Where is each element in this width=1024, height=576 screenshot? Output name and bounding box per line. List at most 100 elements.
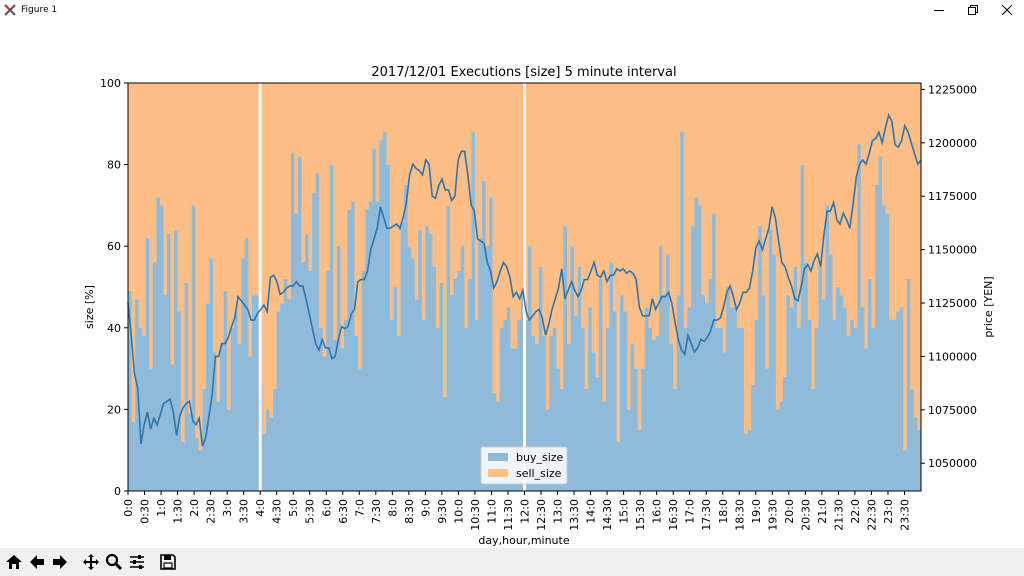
buy-size-bar: [786, 295, 791, 491]
x-tick-label: 9:0: [419, 499, 432, 517]
sell-size-bar: [566, 83, 571, 345]
buy-size-bar: [818, 266, 823, 491]
sell-size-bar: [637, 83, 642, 430]
sell-size-bar: [421, 83, 426, 320]
window-titlebar: Figure 1: [0, 0, 1024, 20]
legend-swatch: [488, 469, 508, 477]
sell-size-bar: [694, 83, 699, 198]
x-tick-label: 16:30: [667, 499, 680, 531]
sell-size-bar: [797, 83, 801, 328]
sell-size-bar: [782, 83, 787, 377]
close-button[interactable]: [990, 0, 1024, 20]
sell-size-bar: [181, 83, 185, 443]
sell-size-bar: [736, 83, 741, 328]
sell-size-bar: [676, 83, 681, 296]
forward-button[interactable]: [49, 550, 71, 574]
sell-size-bar: [871, 83, 876, 328]
x-tick-label: 5:0: [287, 499, 300, 517]
back-arrow-icon: [30, 555, 44, 569]
sell-size-bar: [726, 83, 731, 287]
sell-size-bar: [779, 83, 784, 402]
pan-button[interactable]: [80, 550, 102, 574]
sell-size-bar: [503, 83, 508, 320]
buy-size-bar: [605, 327, 610, 491]
sell-size-bar: [301, 83, 306, 263]
buy-size-bar: [666, 254, 670, 491]
buy-size-bar: [372, 148, 377, 491]
y-tick-label: 60: [107, 240, 121, 253]
buy-size-bar: [308, 270, 313, 491]
buy-size-bar: [807, 319, 812, 491]
x-tick-label: 5:30: [304, 499, 317, 524]
sell-size-bar: [630, 83, 635, 345]
buy-size-bar: [917, 429, 922, 491]
sell-size-bar: [159, 83, 164, 206]
buy-size-bar: [361, 270, 366, 491]
buy-size-bar: [609, 262, 614, 491]
sell-size-bar: [588, 83, 593, 308]
x-tick-label: 1:30: [172, 499, 185, 524]
buy-size-bar: [768, 229, 773, 491]
buy-size-bar: [853, 327, 858, 491]
y2-tick-label: 1175000: [928, 190, 977, 203]
x-tick-label: 3:30: [238, 499, 251, 524]
buy-size-bar: [262, 433, 267, 491]
sell-size-bar: [708, 83, 713, 279]
sell-size-bar: [198, 83, 203, 451]
configure-subplots-button[interactable]: [126, 550, 148, 574]
x-tick-label: 8:30: [403, 499, 416, 524]
x-tick-label: 0:30: [139, 499, 152, 524]
x-tick-label: 13:30: [568, 499, 581, 531]
save-button[interactable]: [157, 550, 179, 574]
buy-size-bar: [191, 205, 196, 491]
buy-size-bar: [174, 229, 178, 491]
sell-size-bar: [135, 83, 139, 300]
buy-size-bar: [644, 307, 649, 491]
buy-size-bar: [892, 319, 897, 491]
sell-size-bar: [627, 83, 632, 410]
buy-size-bar: [623, 311, 628, 491]
buy-size-bar: [683, 327, 688, 491]
x-tick-label: 18:0: [717, 499, 730, 524]
y2-tick-label: 1200000: [928, 137, 977, 150]
sell-size-bar: [329, 83, 334, 165]
figure-canvas[interactable]: 2017/12/01 Executions [size] 5 minute in…: [0, 20, 1024, 548]
buy-size-bar: [669, 344, 674, 491]
buy-size-bar: [616, 442, 621, 491]
sell-size-bar: [821, 83, 826, 300]
forward-arrow-icon: [53, 555, 67, 569]
minimize-button[interactable]: [922, 0, 956, 20]
buy-size-bar: [821, 299, 826, 491]
buy-size-bar: [347, 209, 352, 492]
buy-size-bar: [474, 319, 479, 491]
sell-size-bar: [492, 83, 497, 394]
sell-size-bar: [220, 83, 224, 345]
buy-size-bar: [499, 327, 504, 491]
y2-tick-label: 1050000: [928, 457, 977, 470]
home-button[interactable]: [3, 550, 25, 574]
sell-size-bar: [761, 83, 766, 296]
sell-size-bar: [170, 83, 175, 365]
zoom-button[interactable]: [103, 550, 125, 574]
sell-size-bar: [205, 83, 210, 304]
sell-size-bar: [790, 83, 794, 308]
sell-size-bar: [545, 83, 550, 410]
buy-size-bar: [705, 303, 709, 491]
x-tick-label: 2:0: [188, 499, 201, 517]
buy-size-bar: [368, 201, 373, 491]
sell-size-bar: [188, 83, 193, 414]
sell-size-bar: [662, 83, 667, 296]
buy-size-bar: [690, 225, 695, 492]
sell-size-bar: [910, 83, 915, 389]
sell-size-bar: [489, 83, 493, 198]
close-icon: [1002, 5, 1012, 15]
sell-size-bar: [163, 83, 168, 296]
sell-size-bar: [867, 83, 872, 279]
y2-tick-label: 1150000: [928, 244, 977, 257]
restore-button[interactable]: [956, 0, 990, 20]
sell-size-bar: [209, 83, 214, 259]
sell-size-bar: [145, 83, 150, 239]
back-button[interactable]: [26, 550, 48, 574]
x-tick-label: 2:30: [205, 499, 218, 524]
buy-size-bar: [467, 278, 472, 491]
